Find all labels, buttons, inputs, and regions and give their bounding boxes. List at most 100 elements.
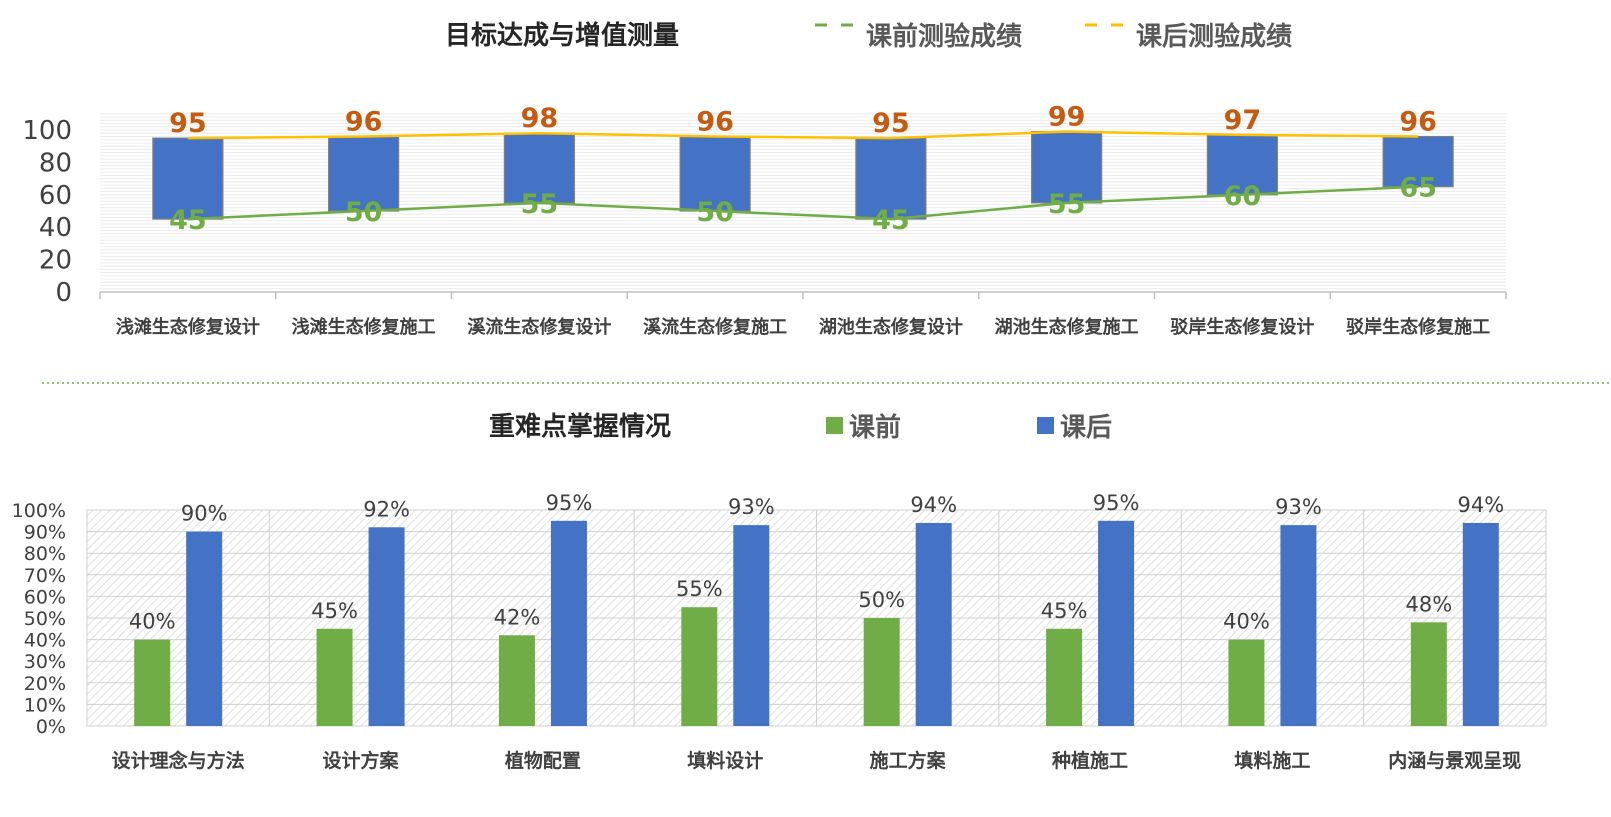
chart2-y-tick-label: 50% <box>24 608 66 630</box>
chart2-label-after: 92% <box>363 497 410 521</box>
chart1-label-before: 60 <box>1224 181 1262 212</box>
chart1-label-before: 45 <box>872 205 910 236</box>
chart1-y-tick-label: 100 <box>22 116 72 146</box>
legend-post-label: 课后 <box>1060 413 1112 443</box>
chart2-label-after: 95% <box>546 491 593 515</box>
chart1-line-before <box>187 185 1419 221</box>
chart2-label-after: 94% <box>910 493 957 517</box>
chart2-bar-before <box>681 607 718 726</box>
chart1-category-label: 浅滩生态修复施工 <box>292 316 436 338</box>
chart1-label-after: 99 <box>1048 102 1086 133</box>
chart1-label-after: 96 <box>1399 106 1437 137</box>
chart2-category-label: 植物配置 <box>505 749 581 772</box>
chart2-category-label: 填料施工 <box>1234 749 1310 772</box>
chart1-label-before: 55 <box>1048 189 1086 220</box>
chart1-category-label: 溪流生态修复施工 <box>643 316 787 338</box>
chart2-y-tick-label: 90% <box>24 522 66 544</box>
chart2-bar-after <box>186 531 223 726</box>
chart2-bar-before <box>498 635 535 726</box>
chart1-label-before: 65 <box>1399 173 1437 204</box>
legend-after-label: 课后测验成绩 <box>1136 21 1292 52</box>
chart2-bar-after <box>550 520 587 726</box>
chart2-label-before: 45% <box>1041 599 1088 623</box>
chart2-label-after: 90% <box>181 502 228 526</box>
chart2-bar-before <box>1046 628 1083 726</box>
chart2-bar-after <box>733 525 770 726</box>
chart2-bar-before <box>1410 622 1447 726</box>
chart2-bar-after <box>915 522 952 726</box>
chart2-label-after: 93% <box>728 495 775 519</box>
chart2-y-tick-label: 100% <box>12 500 66 522</box>
chart1-label-after: 98 <box>521 103 559 134</box>
chart2-label-before: 40% <box>1223 610 1270 634</box>
chart1-legend: 课前测验成绩 课后测验成绩 <box>815 21 1292 52</box>
chart2-bar-before <box>316 628 353 726</box>
chart2-y-tick-label: 40% <box>24 630 66 652</box>
chart2-legend: 课前 课后 <box>826 412 1112 443</box>
chart2-label-after: 94% <box>1457 493 1504 517</box>
chart1-range-bar <box>503 132 575 204</box>
chart2-bar-after <box>368 527 405 726</box>
chart2-y-tick-label: 10% <box>24 694 66 716</box>
chart2-label-before: 48% <box>1405 592 1452 616</box>
legend-post-swatch <box>1037 417 1054 434</box>
chart2-bar-after <box>1280 525 1317 726</box>
chart2-y-tick-label: 60% <box>24 586 66 608</box>
chart2-label-before: 45% <box>311 599 358 623</box>
chart1-label-after: 95 <box>872 108 910 139</box>
chart1-title: 目标达成与增值测量 <box>445 20 679 51</box>
chart2-label-before: 55% <box>676 577 723 601</box>
chart2-plot: 0%10%20%30%40%50%60%70%80%90%100%设计理念与方法… <box>12 491 1547 772</box>
chart2-category-label: 种植施工 <box>1051 749 1128 772</box>
chart1-category-label: 驳岸生态修复设计 <box>1170 316 1314 338</box>
chart1-label-after: 97 <box>1224 105 1262 136</box>
chart1-label-after: 96 <box>345 106 383 137</box>
chart2-bar-after <box>1462 522 1499 726</box>
chart1-category-label: 浅滩生态修复设计 <box>116 316 260 338</box>
chart2-y-tick-label: 20% <box>24 673 66 695</box>
chart1-category-label: 湖池生态修复设计 <box>819 316 963 338</box>
chart1-y-tick-label: 20 <box>39 246 72 276</box>
chart1-label-after: 96 <box>696 106 734 137</box>
chart1-category-label: 溪流生态修复设计 <box>467 316 611 338</box>
chart1-line-after <box>187 130 1419 140</box>
chart2-bar-before <box>863 618 900 726</box>
chart2-category-label: 内涵与景观呈现 <box>1388 749 1521 772</box>
chart2-label-after: 93% <box>1275 495 1322 519</box>
chart2-label-before: 40% <box>129 610 176 634</box>
chart2-label-before: 50% <box>858 588 905 612</box>
chart2-category-label: 施工方案 <box>870 749 947 772</box>
chart1-range-bar <box>855 137 927 220</box>
chart2-bar-before <box>1228 639 1265 726</box>
chart2-category-label: 设计理念与方法 <box>112 749 245 772</box>
chart2-label-before: 42% <box>494 605 541 629</box>
chart2-y-tick-label: 70% <box>24 565 66 587</box>
chart2-category-label: 填料设计 <box>687 749 763 772</box>
chart2-category-label: 设计方案 <box>323 749 400 772</box>
chart2-bar-after <box>1098 520 1135 726</box>
chart2-bar-before <box>134 639 171 726</box>
chart2-title: 重难点掌握情况 <box>489 411 671 442</box>
chart2-y-tick-label: 0% <box>36 716 66 738</box>
legend-pre-swatch <box>826 417 843 434</box>
chart1-range-bar <box>1031 131 1103 204</box>
chart1-y-tick-label: 0 <box>55 278 72 308</box>
chart1-category-label: 驳岸生态修复施工 <box>1346 316 1490 338</box>
chart1-label-before: 50 <box>345 197 383 228</box>
chart2-y-tick-label: 30% <box>24 651 66 673</box>
chart1-category-label: 湖池生态修复施工 <box>995 316 1139 338</box>
chart2-y-tick-label: 80% <box>24 543 66 565</box>
chart1-label-before: 50 <box>696 197 734 228</box>
chart1-range-bar <box>328 135 400 212</box>
legend-pre-label: 课前 <box>849 412 901 443</box>
chart1-y-tick-label: 80 <box>39 148 72 178</box>
chart1-y-tick-label: 60 <box>39 181 72 211</box>
legend-before-label: 课前测验成绩 <box>866 21 1022 52</box>
chart2-label-after: 95% <box>1093 491 1140 515</box>
chart1-label-after: 95 <box>169 108 207 139</box>
chart1-range-bar <box>1206 134 1278 196</box>
chart1-y-tick-label: 40 <box>39 213 72 243</box>
chart1-label-before: 55 <box>521 189 559 220</box>
